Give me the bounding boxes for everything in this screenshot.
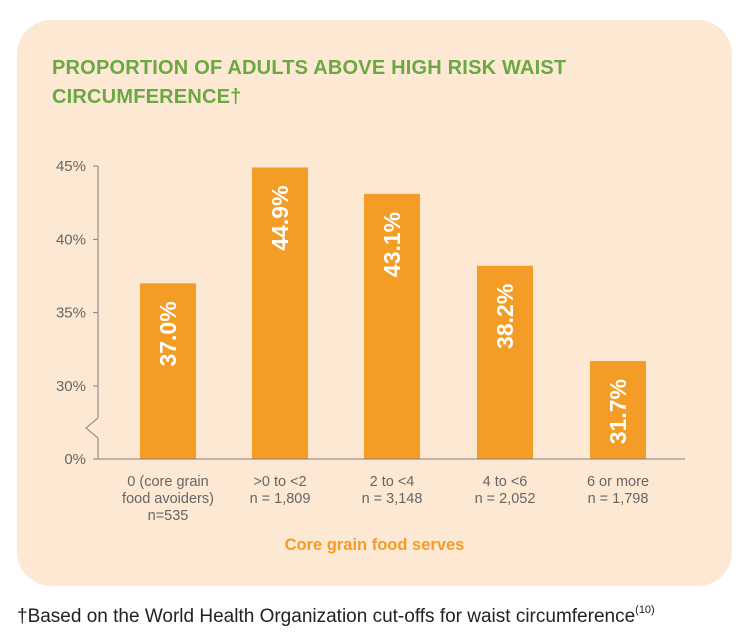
- category-label-line: 2 to <4: [370, 474, 415, 490]
- bar-value-label: 44.9%: [267, 185, 293, 250]
- footnote: †Based on the World Health Organization …: [17, 604, 655, 628]
- category-label-line: n = 1,798: [588, 491, 649, 507]
- bar: [590, 361, 646, 459]
- category-label-line: n = 1,809: [250, 491, 311, 507]
- category-label-line: 0 (core grain: [127, 474, 208, 490]
- bar: [477, 265, 533, 459]
- category-label: 4 to <6n = 2,052: [475, 474, 536, 507]
- y-tick-label: 30%: [56, 378, 86, 395]
- bar: [252, 167, 308, 459]
- bar-value-label: 43.1%: [379, 212, 405, 277]
- bar-value-label: 37.0%: [155, 301, 181, 366]
- category-label-line: n = 2,052: [475, 491, 536, 507]
- bar-value-label: 38.2%: [492, 284, 518, 349]
- category-label: 2 to <4n = 3,148: [362, 474, 423, 507]
- category-label-line: 4 to <6: [483, 474, 528, 490]
- y-tick-label: 35%: [56, 305, 86, 322]
- category-label-line: n=535: [148, 508, 189, 524]
- y-tick-label: 40%: [56, 231, 86, 248]
- bar: [364, 193, 420, 459]
- category-label: >0 to <2n = 1,809: [250, 474, 311, 507]
- x-axis-label: Core grain food serves: [284, 536, 465, 554]
- y-tick-label: 0%: [64, 451, 86, 468]
- footnote-reference: (10): [635, 604, 655, 616]
- category-label-line: 6 or more: [587, 474, 649, 490]
- category-label-line: n = 3,148: [362, 491, 423, 507]
- footnote-text: †Based on the World Health Organization …: [17, 606, 636, 627]
- category-label-line: >0 to <2: [253, 474, 306, 490]
- bar: [140, 283, 196, 459]
- category-label-line: food avoiders): [122, 491, 214, 507]
- bar-value-label: 31.7%: [605, 379, 631, 444]
- axis-break-mark: [85, 417, 99, 439]
- chart-title: PROPORTION OF ADULTS ABOVE HIGH RISK WAI…: [52, 57, 567, 108]
- y-tick-label: 45%: [56, 158, 86, 175]
